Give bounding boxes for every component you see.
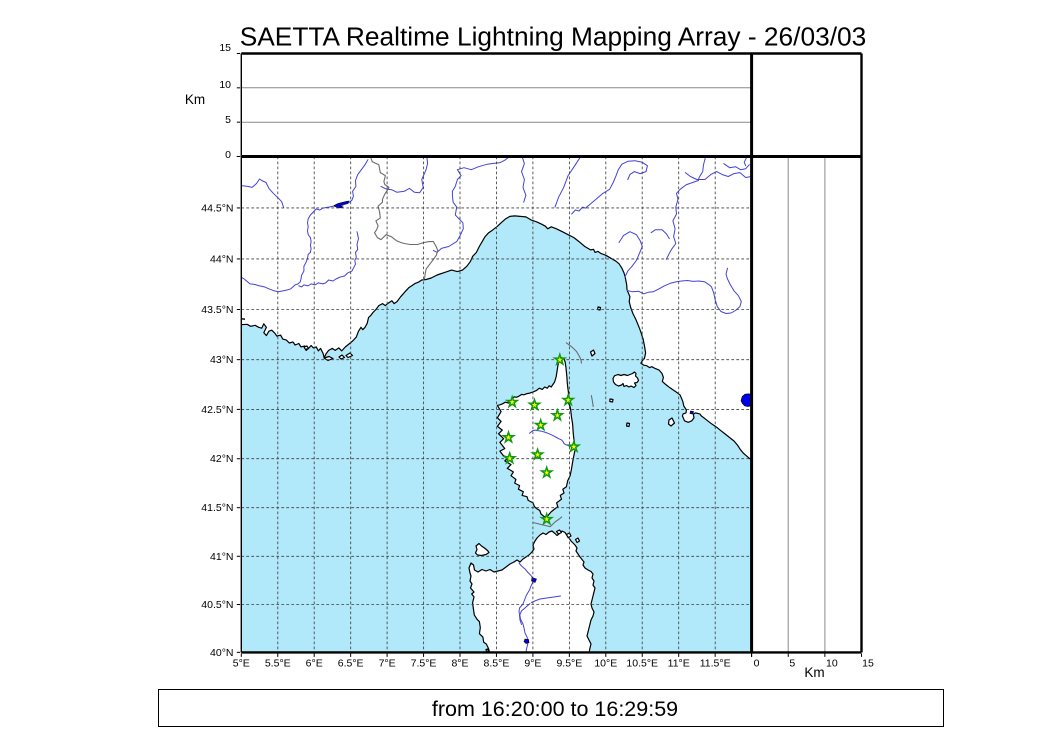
svg-text:40.5°N: 40.5°N (201, 599, 233, 611)
svg-text:10: 10 (219, 79, 231, 91)
svg-text:Km: Km (185, 92, 205, 107)
svg-text:11°E: 11°E (668, 658, 690, 670)
svg-text:41.5°N: 41.5°N (201, 502, 233, 514)
svg-text:41°N: 41°N (210, 551, 233, 563)
svg-text:0: 0 (225, 149, 231, 161)
svg-text:11.5°E: 11.5°E (700, 658, 731, 670)
svg-text:10: 10 (826, 658, 838, 670)
svg-text:8°E: 8°E (451, 658, 468, 670)
svg-text:5.5°E: 5.5°E (265, 658, 291, 670)
svg-text:42.5°N: 42.5°N (201, 404, 233, 416)
svg-text:44.5°N: 44.5°N (201, 202, 233, 214)
svg-text:6°E: 6°E (306, 658, 323, 670)
svg-text:42°N: 42°N (210, 453, 233, 465)
svg-text:9.5°E: 9.5°E (556, 658, 582, 670)
svg-text:5: 5 (225, 114, 231, 126)
svg-text:15: 15 (862, 658, 874, 670)
svg-text:SAETTA Realtime Lightning Mapp: SAETTA Realtime Lightning Mapping Array … (240, 22, 867, 52)
svg-text:44°N: 44°N (210, 253, 233, 265)
svg-text:5°E: 5°E (233, 658, 250, 670)
svg-text:40°N: 40°N (210, 647, 233, 659)
svg-text:7°E: 7°E (379, 658, 396, 670)
svg-text:0: 0 (754, 658, 760, 670)
svg-text:43°N: 43°N (210, 354, 233, 366)
svg-text:15: 15 (219, 42, 231, 54)
svg-text:9°E: 9°E (524, 658, 541, 670)
svg-text:Km: Km (804, 665, 824, 680)
svg-text:10°E: 10°E (594, 658, 617, 670)
svg-text:10.5°E: 10.5°E (626, 658, 658, 670)
svg-text:8.5°E: 8.5°E (484, 658, 510, 670)
svg-text:6.5°E: 6.5°E (338, 658, 364, 670)
svg-text:5: 5 (789, 658, 795, 670)
svg-text:7.5°E: 7.5°E (411, 658, 437, 670)
svg-text:43.5°N: 43.5°N (201, 304, 233, 316)
